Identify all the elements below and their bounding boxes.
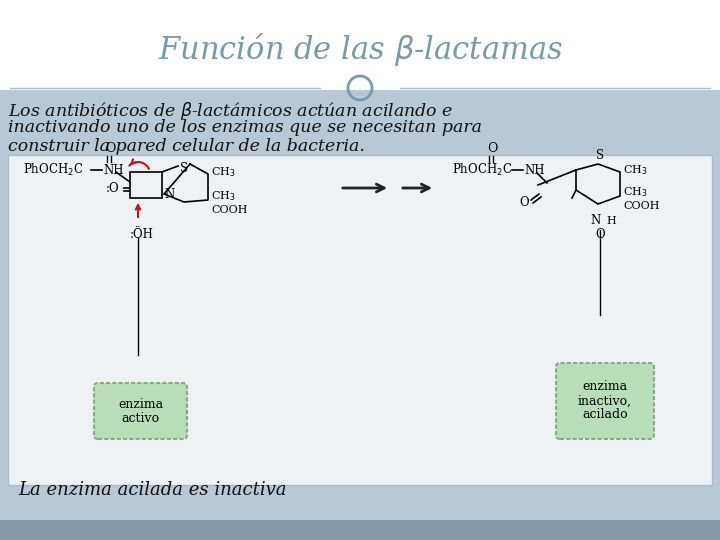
Text: CH$_3$: CH$_3$ — [211, 189, 235, 203]
Text: O: O — [519, 195, 529, 208]
Text: :O: :O — [106, 181, 120, 194]
Text: COOH: COOH — [211, 205, 248, 215]
FancyBboxPatch shape — [94, 383, 187, 439]
Text: H: H — [606, 216, 616, 226]
FancyBboxPatch shape — [556, 363, 654, 439]
Text: acilado: acilado — [582, 408, 628, 422]
Text: NH: NH — [103, 164, 124, 177]
Text: CH$_3$: CH$_3$ — [211, 165, 235, 179]
Text: Función de las $\beta$-lactamas: Función de las $\beta$-lactamas — [158, 31, 562, 69]
Text: CH$_3$: CH$_3$ — [623, 163, 647, 177]
Text: CH$_3$: CH$_3$ — [623, 185, 647, 199]
Text: inactivo,: inactivo, — [578, 395, 632, 408]
Text: construir la pared celular de la bacteria.: construir la pared celular de la bacteri… — [8, 138, 365, 155]
Text: PhOCH$_2$C: PhOCH$_2$C — [23, 162, 84, 178]
Text: O: O — [105, 142, 115, 155]
Text: enzima: enzima — [582, 381, 628, 394]
Text: PhOCH$_2$C: PhOCH$_2$C — [452, 162, 513, 178]
Bar — [0, 0, 720, 90]
Text: inactivando uno de los enzimas que se necesitan para: inactivando uno de los enzimas que se ne… — [8, 119, 482, 136]
Text: :ÖH: :ÖH — [130, 228, 154, 241]
Text: S: S — [596, 149, 604, 162]
Bar — [0, 520, 720, 540]
Text: O: O — [595, 228, 605, 241]
Text: NH: NH — [524, 164, 544, 177]
Text: S: S — [180, 161, 188, 174]
Text: La enzima acilada es inactiva: La enzima acilada es inactiva — [18, 481, 287, 499]
Text: O: O — [487, 142, 498, 155]
Text: Los antibióticos de $\beta$-lactámicos actúan acilando e: Los antibióticos de $\beta$-lactámicos a… — [8, 100, 454, 122]
Bar — [8, 155, 712, 485]
Text: enzima: enzima — [118, 397, 163, 410]
Text: COOH: COOH — [623, 201, 660, 211]
Text: N: N — [591, 214, 601, 227]
Text: N: N — [164, 187, 174, 200]
Text: activo: activo — [122, 411, 160, 424]
